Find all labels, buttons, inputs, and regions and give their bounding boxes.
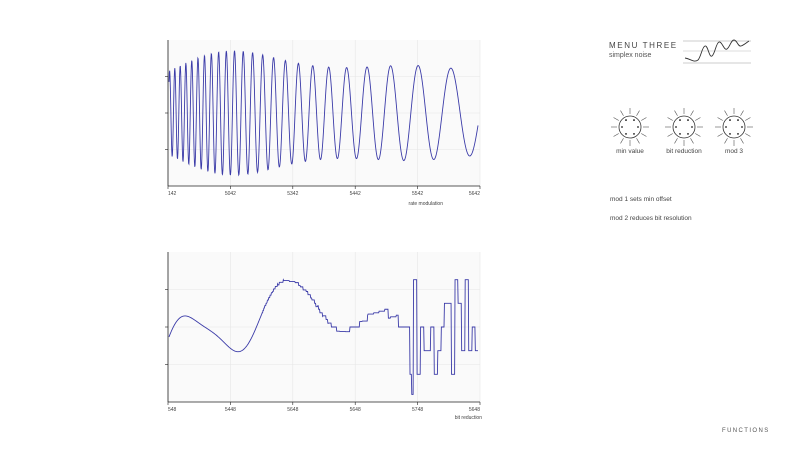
x-tick-label: 548 [168, 407, 177, 413]
x-axis-label: rate modulation [409, 201, 444, 207]
knob-3[interactable] [712, 105, 756, 149]
chart-bit-reduction: 548 5448 5648 5648 5748 5648 bit reduction [165, 252, 482, 421]
x-tick-label: 5748 [412, 407, 423, 413]
knob-label: mod 3 [724, 148, 744, 155]
series-line [168, 278, 478, 395]
menu-title: MENU THREE [609, 41, 678, 50]
description-mod2: mod 2 reduces bit resolution [610, 215, 692, 222]
x-tick-label: 5448 [225, 407, 236, 413]
description-mod1: mod 1 sets min offset [610, 196, 672, 203]
x-tick-label: 5648 [287, 407, 298, 413]
knob-dial[interactable] [672, 115, 696, 139]
series-line [168, 50, 479, 177]
x-tick-label: 142 [168, 191, 177, 197]
x-tick-label: 5642 [469, 191, 480, 197]
x-tick-label: 5342 [287, 191, 298, 197]
grid [167, 40, 481, 186]
knob-dial[interactable] [618, 115, 642, 139]
x-tick-label: 5648 [469, 407, 480, 413]
x-tick-label: 5042 [225, 191, 236, 197]
knob-label: bit reduction [666, 148, 702, 155]
x-tick-label: 5442 [350, 191, 361, 197]
menu-subtitle: simplex noise [609, 52, 652, 59]
x-tick-label: 5648 [350, 407, 361, 413]
noise-preview-thumbnail [683, 39, 751, 64]
x-axis-label: bit reduction [455, 415, 482, 421]
knob-label: min value [616, 148, 644, 155]
footer-label: FUNCTIONS [722, 428, 770, 434]
knob-2[interactable] [662, 105, 706, 149]
knob-dial[interactable] [722, 115, 746, 139]
x-tick-label: 5542 [412, 191, 423, 197]
chart-rate-modulation: 142 5042 5342 5442 5542 5642 rate modulation [165, 40, 481, 207]
knob-1[interactable] [608, 105, 652, 149]
